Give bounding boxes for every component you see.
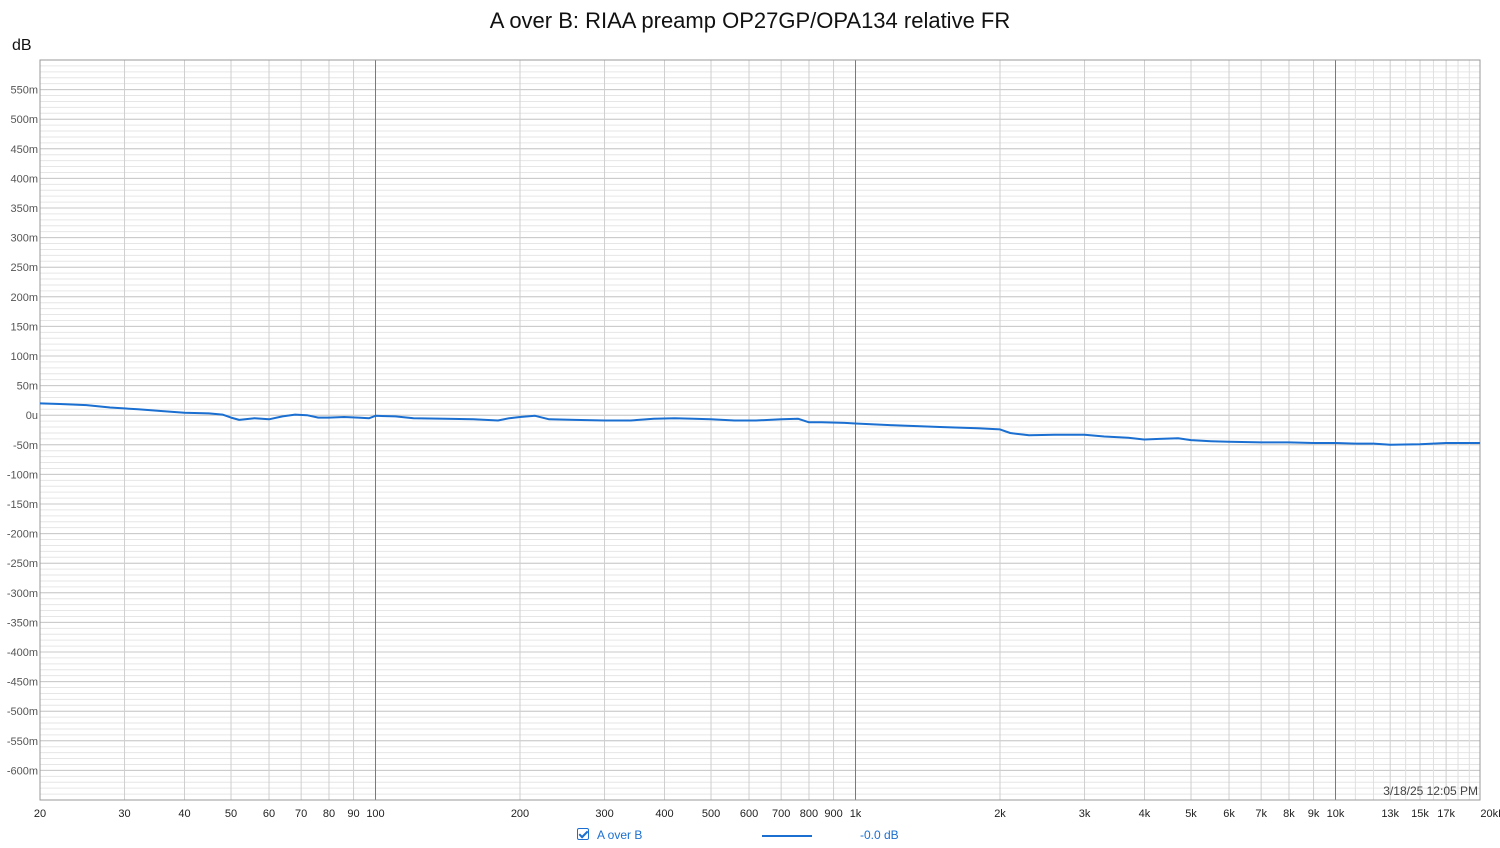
x-tick-label: 400 — [655, 808, 673, 820]
x-tick-label: 70 — [295, 808, 307, 820]
y-axis-unit-label: dB — [12, 37, 32, 54]
y-tick-label: -600m — [7, 765, 38, 777]
y-tick-label: 0u — [26, 410, 38, 422]
x-tick-label: 50 — [225, 808, 237, 820]
plot-frame — [39, 59, 1481, 801]
y-tick-label: -200m — [7, 529, 38, 541]
x-tick-label: 600 — [740, 808, 758, 820]
x-tick-label: 9k — [1308, 808, 1320, 820]
x-tick-label: 3k — [1079, 808, 1091, 820]
y-tick-label: -150m — [7, 499, 38, 511]
x-tick-label: 13k — [1381, 808, 1399, 820]
major-grid — [375, 60, 1337, 800]
x-tick-label: 200 — [511, 808, 529, 820]
x-tick-label: 15k — [1411, 808, 1429, 820]
series-line-a-over-b — [39, 402, 1480, 446]
x-tick-label: 900 — [824, 808, 842, 820]
y-tick-label: -50m — [13, 440, 38, 452]
x-tick-label: 800 — [800, 808, 818, 820]
x-tick-label: 8k — [1283, 808, 1295, 820]
y-tick-label: 450m — [10, 144, 38, 156]
y-axis-ticks: 550m 500m 450m 400m 350m 300m 250m 200m 150m 100m… — [7, 85, 38, 778]
x-tick-label: 100 — [366, 808, 384, 820]
y-tick-label: 200m — [10, 292, 38, 304]
y-tick-label: -250m — [7, 558, 38, 570]
x-tick-label: 80 — [323, 808, 335, 820]
y-tick-label: -400m — [7, 647, 38, 659]
legend-checkbox[interactable] — [577, 828, 589, 840]
y-tick-label: 300m — [10, 233, 38, 245]
y-tick-label: 500m — [10, 114, 38, 126]
x-tick-label: 5k — [1185, 808, 1197, 820]
y-tick-label: 100m — [10, 351, 38, 363]
x-tick-label: 1k — [850, 808, 862, 820]
x-tick-label: 20kHz — [1480, 808, 1500, 820]
y-tick-label: -100m — [7, 469, 38, 481]
legend-line-swatch — [762, 835, 812, 837]
legend-value-readout: -0.0 dB — [860, 828, 899, 842]
x-axis-ticks: 20 30 40 50 60 70 80 90 100 200 300 400 500 600 700 800… — [34, 808, 1500, 820]
x-tick-label: 90 — [347, 808, 359, 820]
y-tick-label: 250m — [10, 262, 38, 274]
legend-series-name[interactable]: A over B — [597, 828, 643, 842]
x-tick-label: 6k — [1223, 808, 1235, 820]
series-layer — [39, 402, 1480, 446]
x-tick-label: 7k — [1255, 808, 1267, 820]
y-tick-label: 400m — [10, 173, 38, 185]
x-tick-label: 10k — [1327, 808, 1345, 820]
x-tick-label: 30 — [118, 808, 130, 820]
x-tick-label: 40 — [178, 808, 190, 820]
x-tick-label: 300 — [595, 808, 613, 820]
x-tick-label: 60 — [263, 808, 275, 820]
timestamp: 3/18/25 12:05 PM — [1383, 784, 1478, 798]
y-tick-label: -350m — [7, 617, 38, 629]
y-tick-label: -450m — [7, 677, 38, 689]
x-tick-label: 700 — [772, 808, 790, 820]
y-tick-label: 350m — [10, 203, 38, 215]
minor-grid — [39, 59, 1481, 801]
y-tick-label: 50m — [17, 381, 38, 393]
y-tick-label: 150m — [10, 321, 38, 333]
y-tick-label: -300m — [7, 588, 38, 600]
x-tick-label: 2k — [994, 808, 1006, 820]
y-tick-label: -500m — [7, 706, 38, 718]
y-tick-label: 550m — [10, 85, 38, 97]
x-tick-label: 17k — [1437, 808, 1455, 820]
x-tick-label: 500 — [702, 808, 720, 820]
chart-title: A over B: RIAA preamp OP27GP/OPA134 rela… — [489, 8, 1011, 33]
x-tick-label: 20 — [34, 808, 46, 820]
x-tick-label: 4k — [1139, 808, 1151, 820]
y-tick-label: -550m — [7, 736, 38, 748]
